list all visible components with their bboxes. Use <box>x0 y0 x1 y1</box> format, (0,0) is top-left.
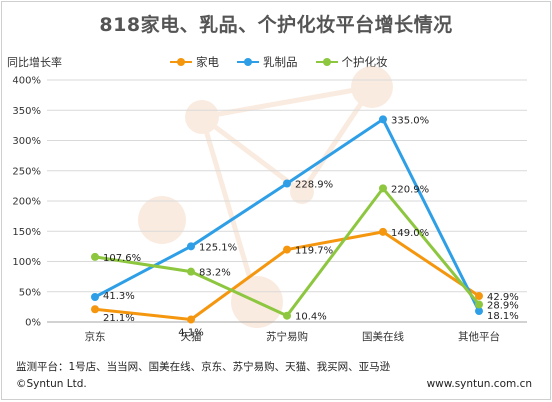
data-label-dairy-0: 41.3% <box>103 291 135 302</box>
data-label-personal-care-3: 220.9% <box>391 184 429 195</box>
series <box>91 115 483 324</box>
chart-title: 818家电、乳品、个护化妆平台增长情况 <box>99 14 453 36</box>
point-appliances-4 <box>475 292 483 301</box>
legend-item-dairy: 乳制品 <box>237 54 298 70</box>
y-tick-label-150: 150% <box>12 227 41 238</box>
point-personal-care-1 <box>187 267 195 276</box>
point-appliances-3 <box>379 227 387 236</box>
data-label-appliances-4: 42.9% <box>487 292 519 303</box>
data-label-appliances-2: 119.7% <box>295 246 333 257</box>
y-tick-label-350: 350% <box>12 106 41 117</box>
point-dairy-3 <box>379 115 387 124</box>
point-personal-care-2 <box>283 311 291 320</box>
point-dairy-4 <box>475 307 483 316</box>
series-line-appliances <box>94 230 480 322</box>
legend-swatch-appliances <box>170 56 192 68</box>
data-label-dairy-1: 125.1% <box>199 242 237 253</box>
data-label-personal-care-2: 10.4% <box>295 312 327 323</box>
legend-swatch-dairy <box>237 56 259 68</box>
data-label-appliances-1: 4.1% <box>178 328 203 339</box>
y-tick-label-400: 400% <box>12 76 41 87</box>
data-label-dairy-3: 335.0% <box>391 115 429 126</box>
point-appliances-1 <box>187 315 195 324</box>
point-dairy-1 <box>187 242 195 251</box>
legend: 家电 乳制品 个护化妆 <box>170 54 388 70</box>
y-tick-label-250: 250% <box>12 166 41 177</box>
legend-item-appliances: 家电 <box>170 54 219 70</box>
x-tick-label-4: 其他平台 <box>458 330 500 343</box>
y-axis-label: 同比增长率 <box>7 56 62 69</box>
x-tick-label-3: 国美在线 <box>362 330 404 343</box>
y-tick-label-100: 100% <box>12 257 41 268</box>
legend-swatch-personal-care <box>315 56 338 68</box>
point-appliances-2 <box>283 245 291 254</box>
point-personal-care-3 <box>379 184 387 193</box>
x-tick-label-1: 天猫 <box>181 330 202 343</box>
data-label-dairy-2: 228.9% <box>295 180 333 191</box>
x-tick-label-2: 苏宁易购 <box>266 330 308 343</box>
legend-label-personal-care: 个护化妆 <box>341 55 388 69</box>
y-tick-label-200: 200% <box>12 197 41 208</box>
copyright: ©Syntun Ltd. <box>16 378 87 390</box>
legend-item-personal-care: 个护化妆 <box>315 54 388 70</box>
data-label-personal-care-1: 83.2% <box>199 268 231 279</box>
data-label-personal-care-0: 107.6% <box>103 253 141 264</box>
point-personal-care-0 <box>91 252 99 261</box>
y-tick-label-0: 0% <box>25 318 41 329</box>
point-dairy-0 <box>91 293 99 302</box>
source-url[interactable]: www.syntun.com.cn <box>426 378 532 390</box>
point-appliances-0 <box>91 305 99 314</box>
y-tick-label-300: 300% <box>12 136 41 147</box>
y-tick-label-50: 50% <box>19 287 41 298</box>
point-dairy-2 <box>283 179 291 188</box>
legend-label-dairy: 乳制品 <box>263 55 298 69</box>
data-label-dairy-4: 18.1% <box>487 311 519 322</box>
data-label-appliances-0: 21.1% <box>103 313 135 324</box>
legend-label-appliances: 家电 <box>196 55 219 69</box>
data-label-personal-care-4: 28.9% <box>487 301 519 312</box>
point-personal-care-4 <box>475 300 483 309</box>
data-labels: 21.1% 4.1% 119.7% 149.0% 42.9% 41.3% 125.1% 228… <box>103 115 519 338</box>
axes: 0% 50% 100% 150% 200% 250% 300% 350% 400% 京东 天猫 苏宁易… <box>12 76 527 343</box>
x-tick-label-0: 京东 <box>85 330 106 343</box>
data-label-appliances-3: 149.0% <box>391 228 429 239</box>
monitored-platforms-note: 监测平台：1号店、当当网、国美在线、京东、苏宁易购、天猫、我买网、亚马逊 <box>16 361 391 373</box>
